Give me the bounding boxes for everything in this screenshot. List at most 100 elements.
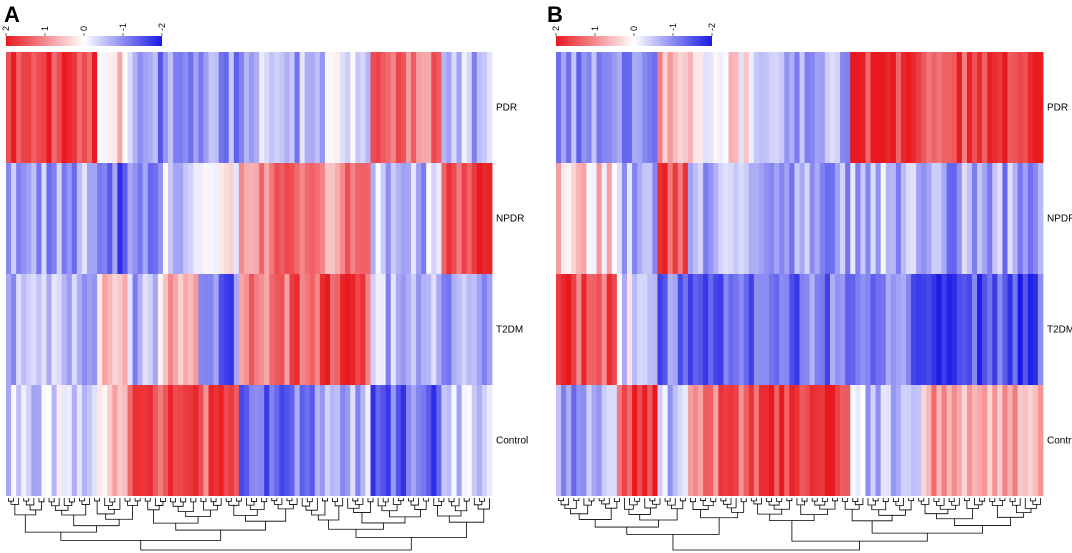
heatmap-cell bbox=[299, 274, 306, 385]
dendrogram-branch bbox=[448, 509, 485, 523]
heatmap-cell bbox=[1027, 52, 1034, 163]
heatmap-cell bbox=[809, 385, 816, 496]
dendrogram-branch bbox=[948, 498, 955, 503]
heatmap-cell bbox=[946, 274, 953, 385]
heatmap-cell bbox=[1012, 52, 1019, 163]
heatmap-cell bbox=[1037, 163, 1044, 274]
heatmap-cell bbox=[421, 163, 427, 274]
heatmap-cell bbox=[672, 52, 679, 163]
heatmap-cell bbox=[997, 274, 1003, 385]
dendrogram-branch bbox=[598, 498, 605, 502]
heatmap-cell bbox=[21, 163, 27, 274]
heatmap-cell bbox=[456, 52, 463, 163]
heatmap-cell bbox=[112, 163, 118, 274]
dendrogram-branch bbox=[624, 498, 634, 510]
heatmap-cell bbox=[87, 52, 93, 163]
heatmap-cell bbox=[340, 52, 346, 163]
heatmap-cell bbox=[92, 52, 98, 163]
heatmap-cell bbox=[713, 385, 719, 496]
dendrogram-branch bbox=[305, 498, 318, 511]
heatmap-cell bbox=[1007, 385, 1013, 496]
heatmap-cell bbox=[860, 274, 866, 385]
dendrogram-branch bbox=[649, 498, 656, 502]
heatmap-cell bbox=[971, 163, 978, 274]
dendrogram-branch bbox=[317, 505, 340, 521]
heatmap-cell bbox=[41, 385, 47, 496]
heatmap-cell bbox=[819, 52, 826, 163]
heatmap-cell bbox=[178, 385, 184, 496]
panel-letter-a: A bbox=[4, 2, 20, 27]
heatmap-cell bbox=[147, 163, 154, 274]
heatmap-cell bbox=[723, 274, 729, 385]
heatmap-cell bbox=[51, 274, 58, 385]
heatmap-cell bbox=[865, 52, 871, 163]
heatmap-cell bbox=[637, 274, 643, 385]
heatmap-cell bbox=[223, 274, 230, 385]
heatmap-cell bbox=[971, 274, 978, 385]
heatmap-cell bbox=[921, 52, 927, 163]
heatmap-cell bbox=[860, 52, 866, 163]
dendrogram-branch bbox=[477, 498, 490, 510]
heatmap-cell bbox=[152, 385, 159, 496]
dendrogram-branch bbox=[583, 498, 592, 506]
heatmap-cell bbox=[703, 52, 709, 163]
heatmap-cell bbox=[461, 274, 468, 385]
heatmap-cell bbox=[758, 385, 765, 496]
heatmap-cell bbox=[264, 274, 270, 385]
heatmap-cell bbox=[865, 163, 871, 274]
heatmap-cell bbox=[601, 385, 608, 496]
heatmap-cell bbox=[466, 163, 473, 274]
heatmap-cell bbox=[173, 163, 179, 274]
heatmap-cell bbox=[395, 52, 402, 163]
heatmap-cell bbox=[46, 385, 52, 496]
heatmap-cell bbox=[774, 52, 780, 163]
heatmap-cell bbox=[682, 385, 689, 496]
heatmap-cell bbox=[809, 274, 816, 385]
heatmap-cell bbox=[946, 52, 953, 163]
heatmap-cell bbox=[380, 163, 387, 274]
heatmap-cell bbox=[41, 163, 47, 274]
heatmap-cell bbox=[637, 163, 643, 274]
heatmap-cell bbox=[753, 274, 760, 385]
dendrogram-branch bbox=[605, 501, 618, 509]
heatmap-cell bbox=[208, 274, 214, 385]
heatmap-cell bbox=[977, 385, 983, 496]
heatmap-cell bbox=[304, 163, 311, 274]
dendrogram-branch bbox=[23, 498, 30, 502]
heatmap-cell bbox=[738, 163, 745, 274]
heatmap-cell bbox=[365, 52, 371, 163]
heatmap-cell bbox=[632, 52, 638, 163]
heatmap-cell bbox=[51, 385, 58, 496]
row-label-control: Control bbox=[1047, 436, 1072, 447]
heatmap-cell bbox=[718, 52, 724, 163]
heatmap-cell bbox=[147, 52, 154, 163]
heatmap-cell bbox=[193, 163, 199, 274]
heatmap-cell bbox=[687, 274, 694, 385]
heatmap-cell bbox=[657, 274, 663, 385]
heatmap-cell bbox=[97, 385, 103, 496]
dendrogram-branch bbox=[726, 498, 737, 509]
heatmap-cell bbox=[178, 163, 184, 274]
heatmap-cell bbox=[249, 274, 255, 385]
heatmap-cell bbox=[198, 385, 204, 496]
heatmap-cell bbox=[870, 274, 876, 385]
heatmap-cell bbox=[76, 385, 83, 496]
dendrogram-branch bbox=[170, 498, 176, 503]
heatmap-cell bbox=[977, 163, 983, 274]
panel-a-heatmap: A 2 1 0 -1 -2 PDR NPDR T2DM Control bbox=[1, 2, 528, 551]
heatmap-cell bbox=[1017, 385, 1024, 496]
dendrogram-branch bbox=[392, 498, 402, 505]
colorbar-tick-label: 2 bbox=[551, 26, 561, 31]
dendrogram-branch bbox=[710, 498, 717, 502]
dendrogram-branch bbox=[811, 498, 818, 502]
heatmap-cell bbox=[61, 385, 68, 496]
heatmap-cell bbox=[835, 163, 841, 274]
heatmap-cell bbox=[647, 163, 653, 274]
row-label-control: Control bbox=[496, 436, 528, 447]
heatmap-cell bbox=[992, 274, 998, 385]
heatmap-cell bbox=[421, 385, 427, 496]
heatmap-cell bbox=[36, 274, 42, 385]
dendrogram-branch bbox=[245, 508, 287, 522]
dendrogram-branch bbox=[68, 498, 75, 503]
heatmap-cell bbox=[168, 163, 174, 274]
